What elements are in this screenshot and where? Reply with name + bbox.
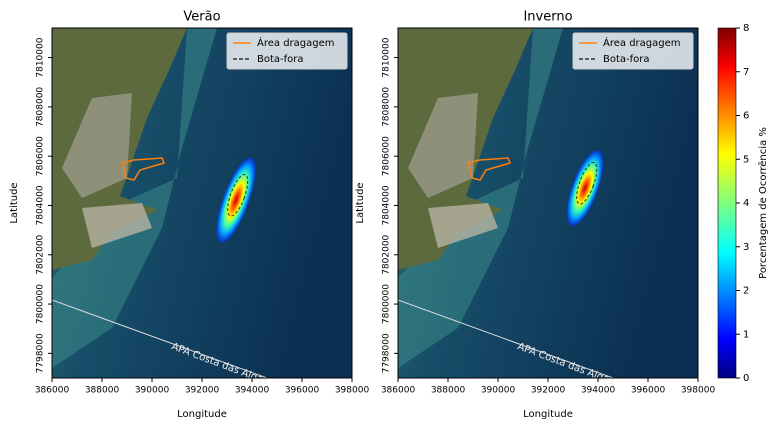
dredge-area: [121, 157, 166, 181]
legend-label: Área dragagem: [603, 36, 681, 49]
port: [82, 203, 152, 248]
y-tick-label: 7804000: [36, 185, 46, 225]
legend-box: [226, 32, 348, 70]
y-tick-label: 7798000: [36, 333, 46, 373]
shallow-water: [52, 28, 217, 368]
y-tick-label: 7810000: [36, 37, 46, 77]
panel-title: Verão: [183, 10, 220, 25]
x-tick-label: 386000: [35, 386, 70, 396]
x-tick-label: 396000: [631, 386, 666, 396]
legend-label: Bota-fora: [257, 54, 304, 65]
y-tick-label: 7800000: [36, 284, 46, 324]
urban: [62, 93, 132, 198]
apa-boundary: [398, 299, 614, 378]
legend-label: Bota-fora: [603, 54, 650, 65]
colorbar-tick-label: 8: [743, 23, 749, 34]
plume: [566, 150, 604, 226]
colorbar: [717, 27, 737, 379]
x-tick-label: 392000: [531, 386, 566, 396]
colorbar-label: Porcentagem de Ocorrência %: [757, 127, 769, 279]
y-tick-label: 7810000: [382, 37, 392, 77]
colorbar-tick-label: 6: [743, 111, 749, 122]
x-tick-label: 392000: [185, 386, 220, 396]
map: [52, 28, 352, 378]
x-tick-label: 386000: [381, 386, 416, 396]
y-tick-label: 7802000: [36, 234, 46, 274]
x-tick-label: 388000: [431, 386, 466, 396]
x-tick-label: 390000: [481, 386, 516, 396]
y-tick-label: 7802000: [382, 234, 392, 274]
y-tick-label: 7808000: [36, 87, 46, 127]
plume: [216, 157, 256, 243]
x-tick-label: 394000: [581, 386, 616, 396]
bota-fora-area: [576, 161, 598, 205]
y-tick-label: 7800000: [382, 284, 392, 324]
y-axis-label: Latitude: [355, 182, 366, 223]
dredge-area: [467, 157, 512, 181]
colorbar-tick-label: 4: [743, 198, 749, 209]
x-axis-label: Longitude: [177, 409, 227, 420]
x-axis-label: Longitude: [523, 409, 573, 420]
legend-box: [572, 32, 694, 70]
port: [428, 203, 498, 248]
y-axis-label: Latitude: [9, 182, 20, 223]
shallow-water: [398, 28, 563, 368]
map: [398, 28, 698, 378]
x-tick-label: 398000: [681, 386, 716, 396]
y-tick-label: 7804000: [382, 185, 392, 225]
y-tick-label: 7806000: [382, 136, 392, 176]
bota-fora-area: [227, 173, 249, 217]
colorbar-tick-label: 5: [743, 154, 749, 165]
colorbar-tick-label: 0: [743, 373, 749, 384]
panel-title: Inverno: [523, 10, 572, 25]
y-tick-label: 7806000: [36, 136, 46, 176]
legend-label: Área dragagem: [257, 36, 335, 49]
x-tick-label: 394000: [235, 386, 270, 396]
colorbar-tick-label: 7: [743, 67, 749, 78]
x-tick-label: 396000: [285, 386, 320, 396]
x-tick-label: 388000: [85, 386, 120, 396]
x-tick-label: 390000: [135, 386, 170, 396]
x-tick-label: 398000: [335, 386, 370, 396]
colorbar-tick-label: 1: [743, 329, 749, 340]
apa-boundary: [52, 299, 268, 378]
y-tick-label: 7798000: [382, 333, 392, 373]
y-tick-label: 7808000: [382, 87, 392, 127]
urban: [408, 93, 478, 198]
colorbar-tick-label: 3: [743, 242, 749, 253]
colorbar-tick-label: 2: [743, 286, 749, 297]
